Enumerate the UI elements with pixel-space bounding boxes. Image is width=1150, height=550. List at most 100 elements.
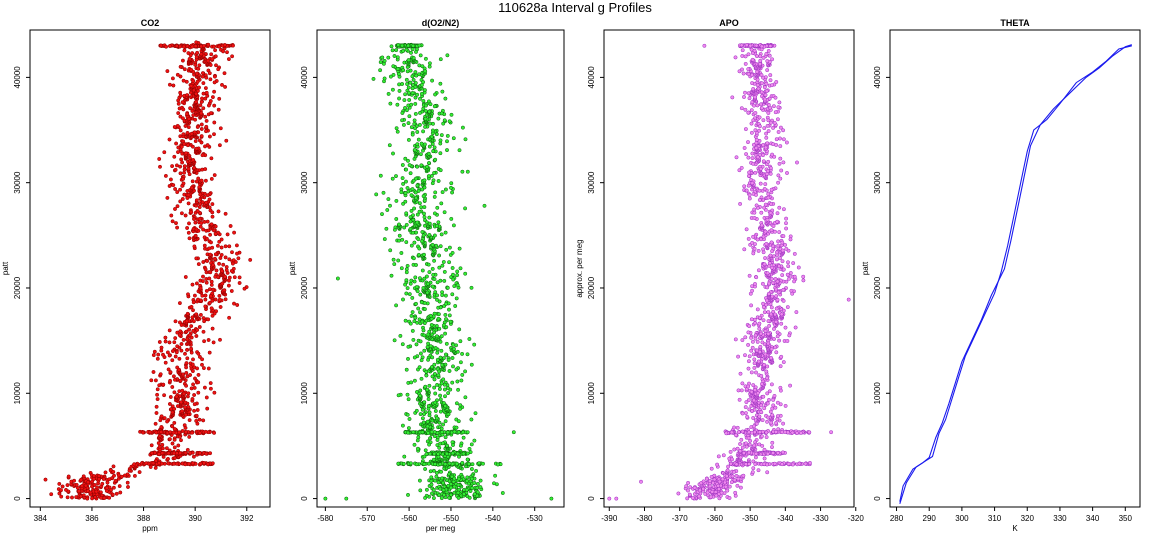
co2-point — [203, 267, 208, 272]
apo-point — [783, 325, 788, 330]
co2-point — [197, 325, 202, 329]
o2n2-point — [378, 60, 383, 65]
apo-point — [758, 166, 763, 171]
co2-point — [222, 288, 227, 293]
co2-point — [170, 358, 175, 363]
co2-point — [211, 340, 216, 345]
o2n2-point — [422, 276, 427, 281]
o2n2-point — [409, 125, 414, 130]
apo-point — [726, 464, 731, 469]
o2n2-point — [440, 290, 445, 295]
o2n2-point — [460, 460, 465, 465]
co2-point — [153, 465, 158, 470]
o2n2-point — [441, 121, 446, 126]
apo-point — [755, 83, 760, 88]
apo-point — [746, 236, 751, 241]
o2n2-point — [408, 219, 413, 224]
apo-point — [788, 271, 793, 275]
o2n2-point — [421, 328, 426, 333]
co2-point — [49, 492, 54, 497]
o2n2-point — [408, 80, 413, 85]
co2-point — [224, 265, 229, 269]
o2n2-point — [409, 278, 414, 283]
o2n2-point — [380, 55, 385, 60]
co2-point — [170, 410, 175, 415]
apo-point — [766, 331, 771, 336]
apo-point — [785, 305, 790, 310]
apo-point — [751, 383, 756, 388]
o2n2-point — [427, 233, 432, 237]
o2n2-point — [457, 246, 462, 251]
co2-point — [214, 63, 218, 68]
o2n2-point — [401, 49, 406, 53]
apo-point — [767, 53, 772, 58]
o2n2-point — [469, 476, 474, 481]
apo-point — [769, 355, 774, 360]
apo-point — [744, 152, 749, 157]
apo-point — [784, 216, 789, 221]
co2-point — [202, 461, 207, 465]
co2-point — [196, 351, 201, 356]
co2-point — [182, 142, 187, 146]
o2n2-point — [446, 358, 451, 362]
o2n2-point — [443, 96, 448, 101]
apo-point — [736, 388, 741, 393]
co2-point — [197, 417, 202, 422]
o2n2-point — [465, 478, 470, 483]
co2-point — [158, 164, 162, 169]
co2-point — [185, 130, 190, 135]
o2n2-point — [423, 116, 428, 121]
co2-point — [183, 351, 187, 356]
apo-point — [767, 389, 772, 394]
apo-point — [756, 268, 761, 273]
o2n2-point — [549, 496, 554, 501]
co2-point — [181, 107, 186, 112]
co2-point — [163, 339, 168, 344]
apo-point — [785, 430, 790, 435]
apo-point — [760, 281, 765, 286]
o2n2-point — [400, 118, 405, 123]
co2-point — [230, 250, 234, 255]
apo-point — [764, 298, 769, 303]
o2n2-point — [424, 452, 429, 457]
apo-point — [766, 192, 771, 197]
apo-point — [776, 130, 781, 134]
o2n2-point — [405, 430, 410, 435]
co2-xtick-label: 388 — [137, 514, 151, 523]
o2n2-point — [344, 496, 349, 501]
o2n2-point — [396, 393, 401, 398]
apo-point — [765, 59, 770, 64]
o2n2-point — [417, 209, 422, 214]
o2n2-point — [382, 76, 387, 81]
apo-point — [762, 97, 767, 102]
apo-point — [757, 414, 762, 419]
co2-point — [166, 367, 171, 372]
co2-point — [190, 282, 195, 287]
co2-point — [190, 362, 195, 367]
o2n2-point — [472, 481, 477, 485]
o2n2-point — [451, 272, 455, 277]
co2-point — [185, 143, 190, 148]
apo-point — [755, 155, 760, 160]
o2n2-point — [460, 169, 465, 174]
co2-point — [79, 477, 84, 482]
co2-point — [220, 281, 225, 286]
co2-point — [213, 274, 218, 279]
co2-point — [181, 176, 186, 181]
apo-point — [749, 130, 754, 135]
o2n2-point — [481, 461, 485, 466]
o2n2-point — [427, 144, 432, 149]
co2-xtick-label: 392 — [240, 514, 254, 523]
co2-point — [177, 367, 181, 372]
co2-point — [196, 297, 200, 302]
o2n2-xtick-label: -560 — [401, 514, 418, 523]
co2-point — [180, 388, 185, 393]
o2n2-point — [396, 461, 401, 466]
apo-point — [770, 152, 775, 157]
apo-point — [765, 217, 770, 222]
o2n2-point — [450, 190, 455, 195]
o2n2-point — [454, 367, 459, 372]
o2n2-point — [441, 480, 446, 485]
o2n2-point — [438, 151, 443, 156]
apo-point — [746, 140, 750, 145]
